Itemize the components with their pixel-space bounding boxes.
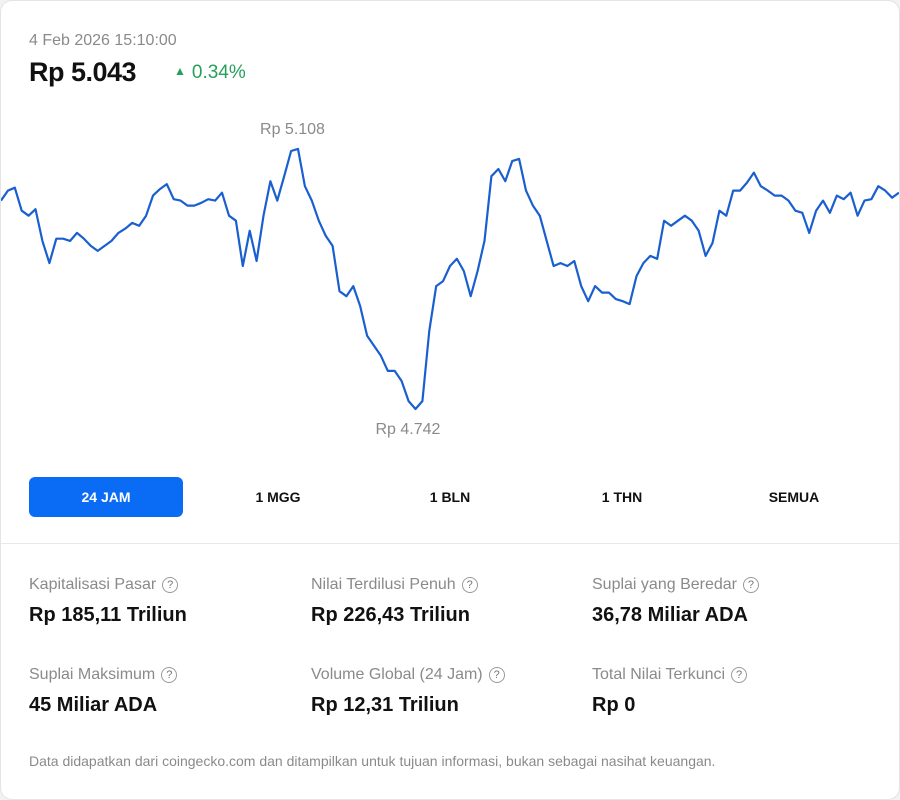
price-chart[interactable] [1, 111, 899, 431]
timestamp: 4 Feb 2026 15:10:00 [29, 32, 177, 49]
price-change-value: 0.34% [191, 62, 246, 83]
current-price: Rp 5.043 [29, 57, 137, 87]
help-icon[interactable]: ? [461, 577, 478, 593]
stat-label: Total Nilai Terkunci [592, 666, 726, 683]
tab-24-jam[interactable]: 24 JAM [29, 477, 183, 517]
stat-value: Rp 0 [592, 694, 636, 716]
stat-circulating-supply: Suplai yang Beredar? 36,78 Miliar ADA [592, 576, 862, 627]
stat-label: Volume Global (24 Jam) [311, 666, 483, 683]
stat-label: Suplai Maksimum [29, 666, 156, 683]
range-tabs: 24 JAM 1 MGG 1 BLN 1 THN SEMUA [29, 477, 871, 517]
max-price-label: Rp 5.108 [260, 120, 325, 138]
price-change: ▲ 0.34% [174, 62, 246, 84]
stat-label: Nilai Terdilusi Penuh [311, 576, 456, 593]
stat-label: Suplai yang Beredar [592, 576, 737, 593]
help-icon[interactable]: ? [161, 667, 178, 683]
price-line [1, 147, 899, 411]
stat-global-volume: Volume Global (24 Jam)? Rp 12,31 Triliun [311, 666, 581, 717]
divider [1, 543, 899, 544]
stat-market-cap: Kapitalisasi Pasar? Rp 185,11 Triliun [29, 576, 299, 627]
stat-total-value-locked: Total Nilai Terkunci? Rp 0 [592, 666, 862, 717]
tab-semua[interactable]: SEMUA [768, 489, 820, 505]
help-icon[interactable]: ? [162, 577, 179, 593]
stat-label: Kapitalisasi Pasar [29, 576, 157, 593]
stat-fully-diluted: Nilai Terdilusi Penuh? Rp 226,43 Triliun [311, 576, 581, 627]
stat-value: Rp 12,31 Triliun [311, 694, 459, 716]
stat-max-supply: Suplai Maksimum? 45 Miliar ADA [29, 666, 299, 717]
help-icon[interactable]: ? [488, 667, 505, 683]
help-icon[interactable]: ? [742, 577, 759, 593]
triangle-up-icon: ▲ [174, 64, 186, 78]
stat-value: Rp 226,43 Triliun [311, 604, 470, 626]
help-icon[interactable]: ? [731, 667, 748, 683]
tab-1-mgg[interactable]: 1 MGG [255, 489, 301, 505]
disclaimer: Data didapatkan dari coingecko.com dan d… [29, 753, 716, 769]
stat-value: 45 Miliar ADA [29, 694, 158, 716]
tab-1-bln[interactable]: 1 BLN [429, 489, 471, 505]
min-price-label: Rp 4.742 [375, 421, 441, 438]
stat-value: Rp 185,11 Triliun [29, 604, 187, 626]
stat-value: 36,78 Miliar ADA [592, 604, 748, 626]
tab-1-thn[interactable]: 1 THN [601, 489, 643, 505]
